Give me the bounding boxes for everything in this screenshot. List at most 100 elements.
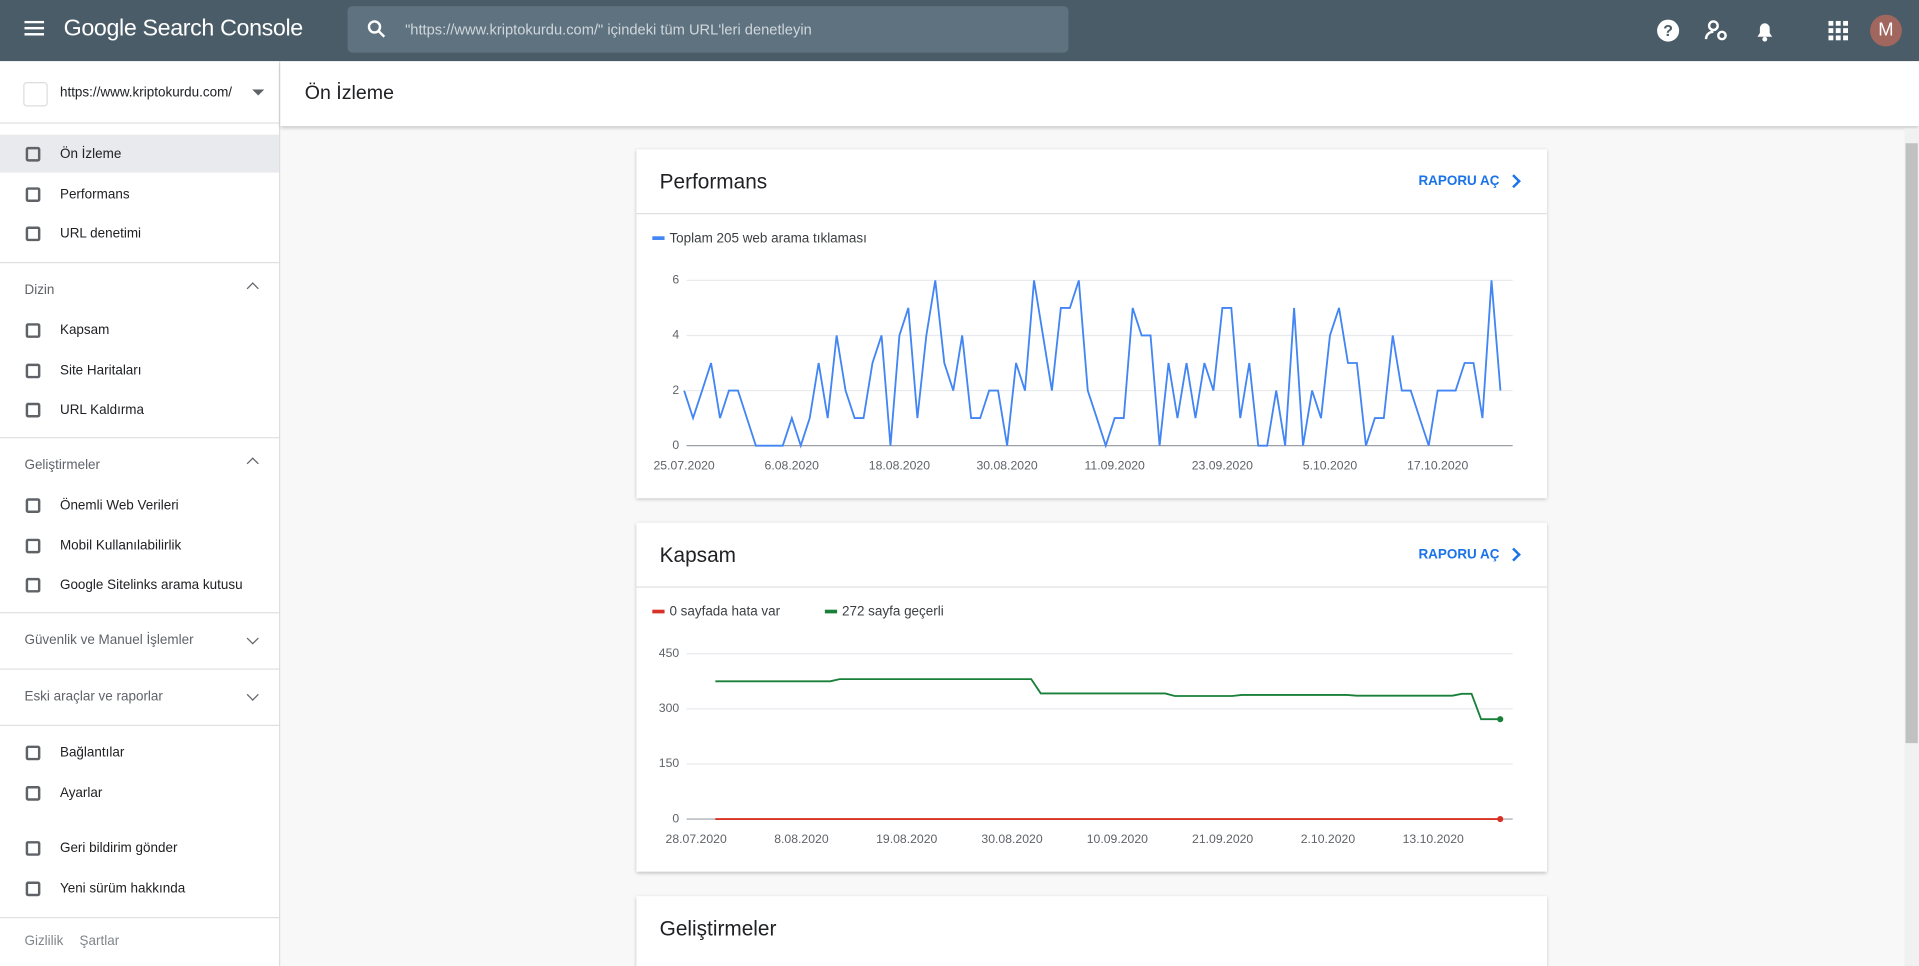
nav-item[interactable]: URL denetimi	[59, 226, 142, 242]
section-header[interactable]: Eski araçlar ve raporlar	[24, 689, 163, 704]
x-tick-label: 25.07.2020	[654, 459, 715, 473]
x-tick-label: 13.10.2020	[1403, 832, 1464, 846]
x-tick-label: 18.08.2020	[869, 459, 930, 473]
card-divider	[636, 213, 1547, 215]
property-icon	[23, 82, 48, 107]
y-tick-label: 6	[672, 273, 679, 287]
page-title: Ön İzleme	[304, 83, 394, 105]
legend-label: 272 sayfa geçerli	[842, 604, 944, 619]
separator	[0, 917, 280, 919]
nav-item[interactable]: Site Haritaları	[59, 363, 142, 378]
x-tick-label: 21.09.2020	[1192, 832, 1253, 846]
y-tick-label: 300	[659, 701, 680, 715]
apps-button[interactable]	[1828, 20, 1849, 41]
nav-item[interactable]: Bağlantılar	[59, 745, 125, 761]
nav-icon	[25, 578, 41, 594]
x-tick-label: 5.10.2020	[1303, 459, 1358, 473]
card: Geliştirmeler	[636, 896, 1547, 966]
users-button[interactable]	[1704, 18, 1728, 42]
section-chevron	[246, 457, 259, 470]
product-name: Google Search Console	[63, 15, 304, 42]
nav-item[interactable]: Performans	[59, 186, 130, 202]
sidebar: https://www.kriptokurdu.com/ Ön İzleme Pe…	[0, 61, 281, 966]
notifications-button[interactable]	[1753, 18, 1777, 42]
nav-icon	[25, 323, 41, 338]
series-line	[683, 280, 1502, 449]
nav-item[interactable]: Kapsam	[59, 323, 110, 338]
section-header[interactable]: Dizin	[24, 282, 55, 298]
card-title: Performans	[659, 170, 768, 194]
x-tick-label: 2.10.2020	[1301, 832, 1356, 846]
y-tick-label: 0	[672, 438, 679, 452]
nav-icon	[25, 403, 41, 418]
nav-item[interactable]: Yeni sürüm hakkında	[59, 881, 186, 896]
nav-icon	[25, 881, 41, 896]
property-selector[interactable]: https://www.kriptokurdu.com/	[59, 85, 233, 101]
footer-link[interactable]: Şartlar	[79, 934, 120, 949]
scrollbar-thumb[interactable]	[1905, 143, 1918, 744]
report-link[interactable]: RAPORU AÇ	[1418, 547, 1500, 562]
x-tick-label: 11.09.2020	[1085, 459, 1146, 473]
separator	[0, 668, 280, 670]
section-chevron	[246, 282, 259, 295]
nav-icon	[25, 498, 41, 513]
series-line	[715, 678, 1501, 721]
x-tick-label: 19.08.2020	[876, 832, 937, 846]
nav-icon	[25, 363, 41, 378]
nav-icon	[25, 785, 41, 801]
nav-icon	[25, 146, 41, 162]
nav-item[interactable]: URL Kaldırma	[59, 403, 145, 418]
nav-item[interactable]: Ayarlar	[59, 785, 103, 801]
top-bar: Google Search Console "https://www.kript…	[0, 0, 1919, 62]
page-header: Ön İzleme	[280, 61, 1919, 127]
svg-text:?: ?	[1663, 23, 1673, 40]
chart: 0 sayfada hata var 272 sayfa geçerli 0 150 3…	[652, 604, 1513, 846]
section-chevron	[246, 632, 259, 645]
x-tick-label: 8.08.2020	[774, 832, 829, 846]
report-link[interactable]: RAPORU AÇ	[1418, 173, 1500, 189]
x-tick-label: 30.08.2020	[976, 459, 1037, 473]
y-tick-label: 2	[672, 383, 679, 397]
separator	[0, 262, 280, 264]
footer-link[interactable]: Gizlilik	[24, 934, 64, 949]
section-chevron	[246, 688, 259, 701]
avatar[interactable]: M	[1870, 14, 1902, 47]
nav-item[interactable]: Google Sitelinks arama kutusu	[59, 578, 243, 594]
help-button[interactable]: ?	[1656, 18, 1680, 42]
nav-item[interactable]: Ön İzleme	[59, 146, 122, 162]
x-tick-label: 30.08.2020	[981, 832, 1042, 846]
legend-label: Toplam 205 web arama tıklaması	[669, 230, 866, 245]
nav-item[interactable]: Mobil Kullanılabilirlik	[59, 538, 182, 554]
menu-button[interactable]	[24, 20, 46, 38]
nav-item[interactable]: Önemli Web Verileri	[59, 498, 179, 513]
nav-icon	[25, 538, 41, 554]
property-dropdown[interactable]	[252, 89, 265, 96]
y-tick-label: 0	[672, 811, 679, 825]
nav-item[interactable]: Geri bildirim gönder	[59, 841, 178, 856]
separator	[0, 724, 280, 727]
separator	[0, 437, 280, 439]
nav-icon	[25, 226, 41, 242]
section-header[interactable]: Geliştirmeler	[24, 457, 101, 473]
separator	[0, 122, 280, 124]
nav-icon	[25, 841, 41, 856]
search-box[interactable]: "https://www.kriptokurdu.com/" içindeki …	[347, 6, 1069, 53]
end-point	[1497, 815, 1504, 823]
search-placeholder: "https://www.kriptokurdu.com/" içindeki …	[405, 20, 812, 38]
x-tick-label: 28.07.2020	[666, 832, 727, 846]
nav-icon	[25, 745, 41, 761]
legend-label: 0 sayfada hata var	[669, 604, 780, 619]
scrollbar[interactable]	[1904, 128, 1919, 966]
card-title: Geliştirmeler	[659, 917, 777, 941]
legend-swatch	[652, 236, 665, 240]
chart: Toplam 205 web arama tıklaması 0 2 4 6 25.07.…	[652, 230, 1513, 473]
end-point	[1497, 716, 1504, 723]
x-tick-label: 6.08.2020	[765, 459, 820, 473]
x-tick-label: 10.09.2020	[1087, 832, 1148, 846]
card: Performans RAPORU AÇ Toplam 205 web arama …	[636, 149, 1547, 499]
section-header[interactable]: Güvenlik ve Manuel İşlemler	[24, 632, 194, 648]
x-tick-label: 23.09.2020	[1192, 459, 1253, 473]
nav-icon	[25, 186, 41, 202]
nav-active-bg	[0, 134, 280, 173]
legend-swatch	[652, 609, 665, 614]
